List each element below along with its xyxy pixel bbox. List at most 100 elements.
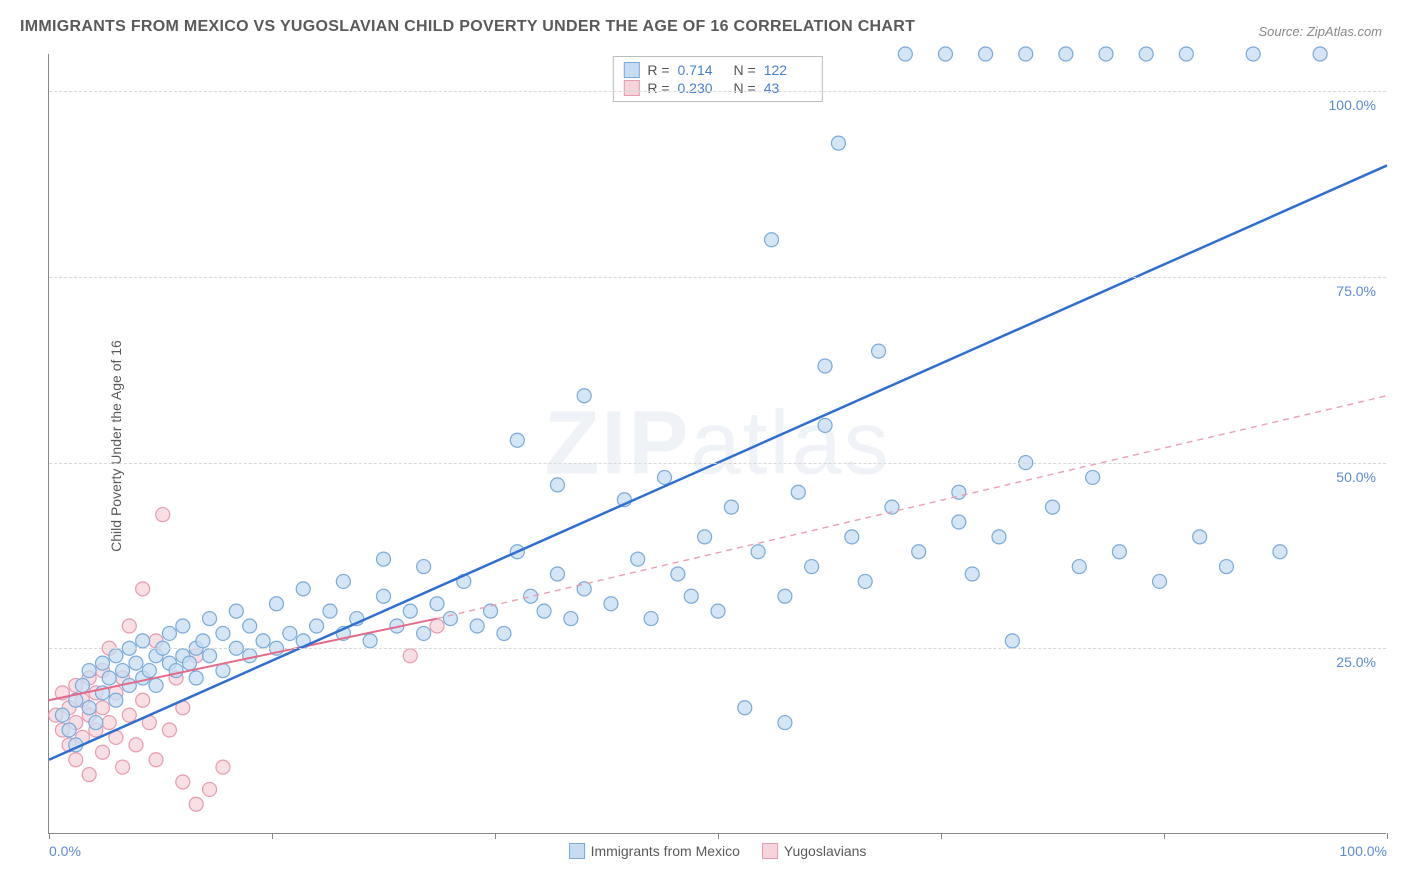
- plot-svg: [49, 54, 1386, 833]
- data-point: [1139, 47, 1153, 61]
- data-point: [417, 560, 431, 574]
- gridline: [49, 463, 1386, 464]
- data-point: [751, 545, 765, 559]
- data-point: [711, 604, 725, 618]
- data-point: [203, 782, 217, 796]
- data-point: [102, 716, 116, 730]
- data-point: [136, 582, 150, 596]
- data-point: [537, 604, 551, 618]
- x-tick: [1387, 833, 1388, 839]
- data-point: [122, 708, 136, 722]
- data-point: [142, 664, 156, 678]
- data-point: [363, 634, 377, 648]
- data-point: [657, 470, 671, 484]
- data-point: [256, 634, 270, 648]
- data-point: [203, 612, 217, 626]
- data-point: [577, 582, 591, 596]
- data-point: [196, 634, 210, 648]
- data-point: [765, 233, 779, 247]
- data-point: [162, 626, 176, 640]
- data-point: [778, 589, 792, 603]
- data-point: [109, 649, 123, 663]
- data-point: [805, 560, 819, 574]
- data-point: [577, 389, 591, 403]
- data-point: [136, 693, 150, 707]
- x-tick-label: 100.0%: [1340, 843, 1387, 859]
- data-point: [377, 552, 391, 566]
- data-point: [62, 723, 76, 737]
- data-point: [979, 47, 993, 61]
- data-point: [831, 136, 845, 150]
- data-point: [82, 701, 96, 715]
- data-point: [818, 359, 832, 373]
- data-point: [403, 649, 417, 663]
- data-point: [470, 619, 484, 633]
- data-point: [1153, 574, 1167, 588]
- data-point: [116, 664, 130, 678]
- trend-line: [437, 396, 1387, 619]
- data-point: [417, 626, 431, 640]
- data-point: [564, 612, 578, 626]
- data-point: [550, 478, 564, 492]
- data-point: [189, 797, 203, 811]
- data-point: [96, 745, 110, 759]
- data-point: [122, 619, 136, 633]
- data-point: [738, 701, 752, 715]
- y-tick-label: 100.0%: [1329, 97, 1376, 113]
- source-attribution: Source: ZipAtlas.com: [1258, 24, 1382, 39]
- data-point: [82, 664, 96, 678]
- data-point: [149, 678, 163, 692]
- data-point: [283, 626, 297, 640]
- data-point: [1273, 545, 1287, 559]
- chart-title: IMMIGRANTS FROM MEXICO VS YUGOSLAVIAN CH…: [20, 18, 915, 36]
- data-point: [1219, 560, 1233, 574]
- data-point: [296, 582, 310, 596]
- y-tick-label: 25.0%: [1336, 654, 1376, 670]
- data-point: [377, 589, 391, 603]
- data-point: [1246, 47, 1260, 61]
- data-point: [952, 515, 966, 529]
- x-legend-yugoslavia: Yugoslavians: [762, 843, 867, 859]
- data-point: [1046, 500, 1060, 514]
- data-point: [229, 604, 243, 618]
- data-point: [791, 485, 805, 499]
- data-point: [644, 612, 658, 626]
- data-point: [724, 500, 738, 514]
- data-point: [818, 418, 832, 432]
- x-tick: [1164, 833, 1165, 839]
- x-axis-legend: Immigrants from Mexico Yugoslavians: [569, 843, 867, 859]
- data-point: [243, 649, 257, 663]
- data-point: [89, 716, 103, 730]
- data-point: [1086, 470, 1100, 484]
- gridline: [49, 648, 1386, 649]
- x-tick: [718, 833, 719, 839]
- data-point: [484, 604, 498, 618]
- data-point: [912, 545, 926, 559]
- data-point: [845, 530, 859, 544]
- data-point: [604, 597, 618, 611]
- data-point: [336, 574, 350, 588]
- x-tick: [272, 833, 273, 839]
- y-tick-label: 75.0%: [1336, 283, 1376, 299]
- swatch-yugoslavia-icon: [762, 843, 778, 859]
- x-tick-label: 0.0%: [49, 843, 81, 859]
- x-tick: [495, 833, 496, 839]
- data-point: [149, 753, 163, 767]
- data-point: [858, 574, 872, 588]
- data-point: [698, 530, 712, 544]
- data-point: [96, 701, 110, 715]
- data-point: [550, 567, 564, 581]
- x-legend-yugoslavia-label: Yugoslavians: [784, 843, 867, 859]
- data-point: [116, 760, 130, 774]
- gridline: [49, 91, 1386, 92]
- data-point: [1019, 47, 1033, 61]
- data-point: [1099, 47, 1113, 61]
- data-point: [176, 619, 190, 633]
- data-point: [189, 671, 203, 685]
- data-point: [129, 656, 143, 670]
- data-point: [430, 619, 444, 633]
- data-point: [129, 738, 143, 752]
- data-point: [671, 567, 685, 581]
- data-point: [55, 708, 69, 722]
- data-point: [109, 693, 123, 707]
